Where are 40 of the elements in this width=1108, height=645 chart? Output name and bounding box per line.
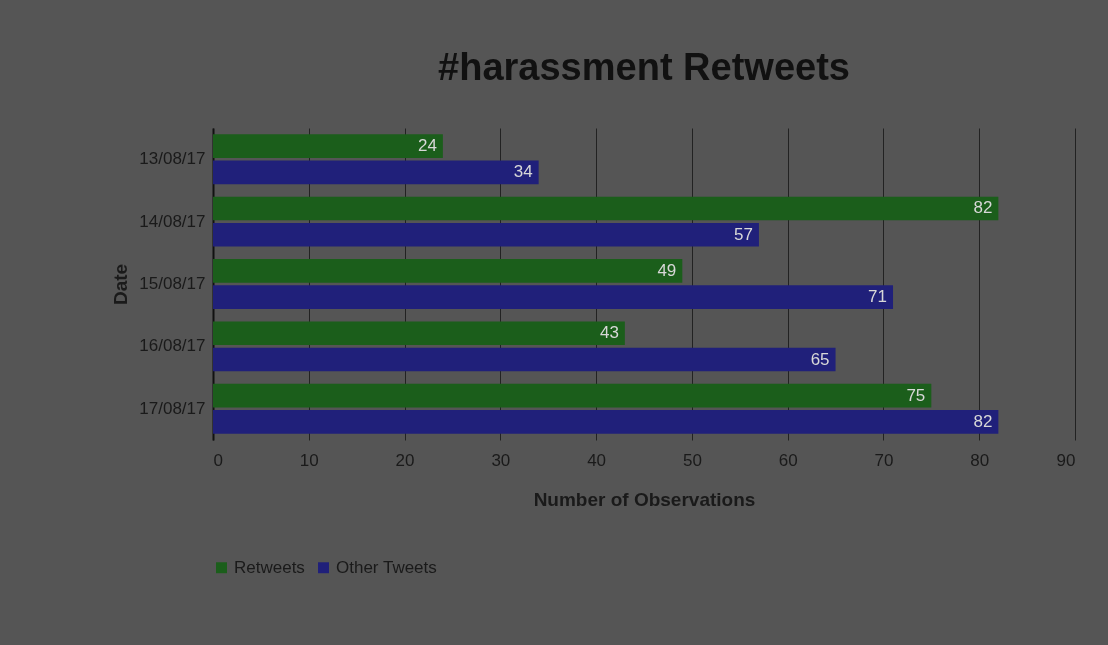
x-tick-label: 50 [682,450,702,470]
bar [213,259,683,283]
data-label: 57 [734,224,753,244]
x-tick-label: 80 [970,450,990,470]
bar [213,383,932,408]
data-label: 49 [657,260,677,280]
y-axis-title: Date [110,263,132,306]
x-tick-label: 40 [587,450,607,470]
data-label: 43 [599,323,619,343]
bar [213,285,894,309]
bar [213,160,539,185]
data-label: 75 [906,385,926,405]
x-tick-label: 20 [395,450,415,470]
y-tick-label: 14/08/17 [139,211,206,231]
data-label: 71 [868,287,888,307]
chart-title: #harassment Retweets [438,46,850,88]
x-tick-label: 30 [491,450,511,470]
x-tick-label: 60 [778,450,798,470]
y-tick-label: 17/08/17 [139,398,206,418]
bar [213,222,759,247]
x-tick-label: 10 [299,450,319,470]
y-tick-label: 13/08/17 [139,149,206,169]
bar [213,321,625,346]
data-label: 82 [973,411,993,431]
bar [213,134,443,158]
data-label: 65 [810,349,830,369]
x-tick-label: 90 [1056,450,1076,470]
bar [213,410,999,434]
data-label: 82 [973,198,993,218]
y-tick-label: 15/08/17 [139,274,206,293]
x-tick-label: 0 [213,450,223,470]
y-tick-label: 16/08/17 [139,336,206,356]
data-label: 24 [417,136,437,156]
legend-label: Retweets [234,557,305,577]
legend-label: Other Tweets [336,557,437,577]
bar [213,196,999,221]
bar [213,347,836,372]
data-label: 34 [513,162,533,182]
x-tick-label: 70 [874,450,894,470]
x-axis-title: Number of Observations [533,488,756,510]
